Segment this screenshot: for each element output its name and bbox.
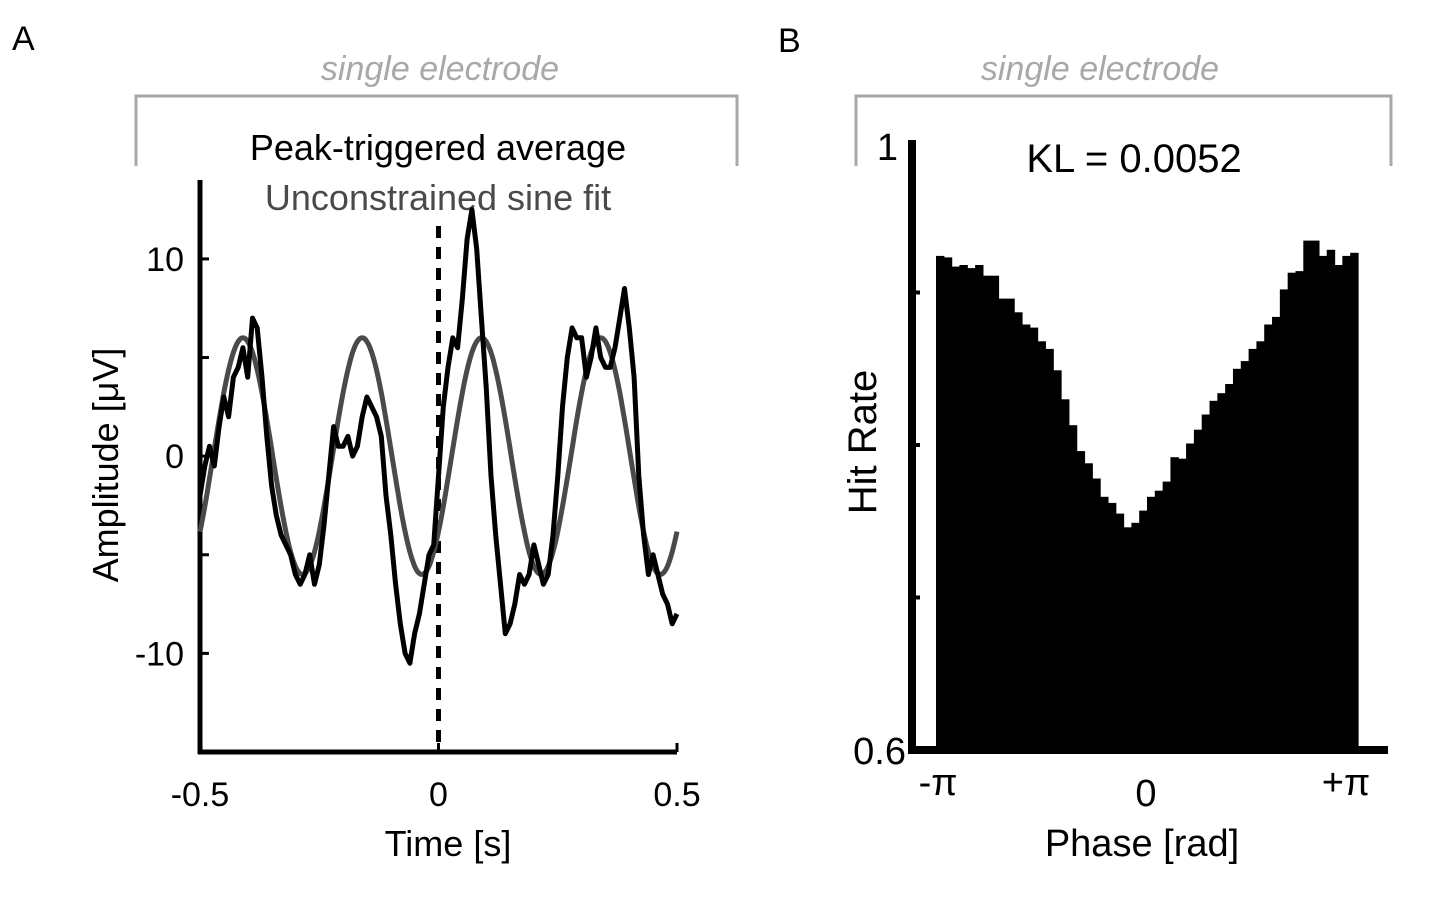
histogram-bar [990,275,1000,750]
histogram-bar [1068,425,1078,750]
histogram-bar [982,275,992,750]
y-axis-label-b: Hit Rate [841,370,885,515]
y-tick-label-b: 1 [877,127,898,169]
x-axis-label-b: Phase [rad] [1045,823,1239,865]
histogram-bar [975,265,984,750]
histogram-bar [1021,324,1031,750]
histogram-bar [1131,522,1140,750]
histogram-bar [1147,496,1156,750]
x-tick-label-b: +π [1322,762,1370,804]
histogram-bar [1037,341,1046,750]
x-tick-label-b: -π [919,762,958,804]
histogram-bar [1123,527,1132,750]
y-tick-label-a: -10 [135,635,184,673]
x-tick-label-a: -0.5 [171,776,230,814]
histogram-bar [1006,298,1015,750]
histogram-bar [1342,255,1351,750]
histogram-bar [1061,399,1070,751]
plot-b: 1 0.6 -π 0 +π [853,127,1388,815]
histogram-bar [1100,496,1109,750]
histogram-bar [1248,348,1257,750]
x-tick-label-a: 0 [429,776,448,814]
histogram-bar [1264,324,1273,750]
legend-entry-peak-triggered-average: Peak-triggered average [250,127,626,168]
panel-a-letter: A [12,20,35,58]
panel-a-bracket [134,94,739,166]
histogram-bar [1115,513,1125,750]
histogram-bar [1232,368,1242,751]
histogram-bar [1178,458,1187,750]
histogram-bar [951,266,961,750]
panel-b: B single electrode KL = 0.0052 1 0.6 -π 0 +π… [778,22,1393,865]
histogram-bar [1162,481,1172,750]
x-axis-label-a: Time [s] [385,823,512,864]
histogram-bar [1053,370,1062,750]
y-axis-label-a: Amplitude [μV] [85,348,126,583]
plot-a: 10 0 -10 -0.5 0 0.5 [135,180,701,814]
histogram-bar [1225,384,1234,750]
y-tick-label-a: 10 [146,241,184,279]
x-tick-label-a: 0.5 [653,776,700,814]
histogram-bar [1170,457,1179,750]
x-tick-label-b: 0 [1135,773,1156,815]
histogram-bar [1334,265,1343,750]
histogram-bar [1350,252,1359,751]
histogram-bar [1295,271,1304,750]
histogram-bar [1279,289,1289,750]
histogram-bar [1107,502,1117,750]
histogram-bar [1193,429,1203,750]
histogram-bar [1154,490,1164,750]
histogram-bar [1186,443,1195,750]
y-tick-label-b: 0.6 [853,731,906,773]
panel-b-letter: B [778,22,801,60]
panel-a-bracket-label: single electrode [321,50,559,88]
histogram-bar [1272,316,1281,750]
panel-a: A single electrode Peak-triggered averag… [12,20,739,864]
histogram-bar [1084,463,1093,750]
histogram-bar [1311,240,1320,750]
y-tick-label-a: 0 [165,438,184,476]
histogram-bar [1092,478,1101,750]
histogram-bar [943,257,953,750]
histogram-bar [959,265,968,750]
histogram-bar [1256,341,1265,750]
histogram-bar [936,255,945,750]
histogram-bar [1303,240,1312,750]
histogram-bar [1014,312,1023,750]
legend-entry-unconstrained-sine-fit: Unconstrained sine fit [265,177,611,218]
histogram-bar [1029,327,1039,750]
kl-annotation: KL = 0.0052 [1026,137,1241,181]
histogram-bar [1209,400,1218,750]
histogram-bar [998,298,1007,750]
histogram-bar [967,268,976,750]
histogram-bar [1326,249,1336,751]
histogram-bar [1217,393,1226,750]
histogram-bar [1287,272,1297,750]
histogram-bar [1240,361,1250,750]
histogram-bar [1076,451,1086,750]
histogram-bar [1045,348,1054,750]
panel-b-bracket-label: single electrode [981,50,1219,88]
peak-triggered-average-line [197,207,680,666]
histogram-bar [1201,414,1211,750]
histogram-bar [1139,510,1148,750]
panel-b-bracket [854,94,1393,166]
histogram-bar [1318,255,1328,750]
